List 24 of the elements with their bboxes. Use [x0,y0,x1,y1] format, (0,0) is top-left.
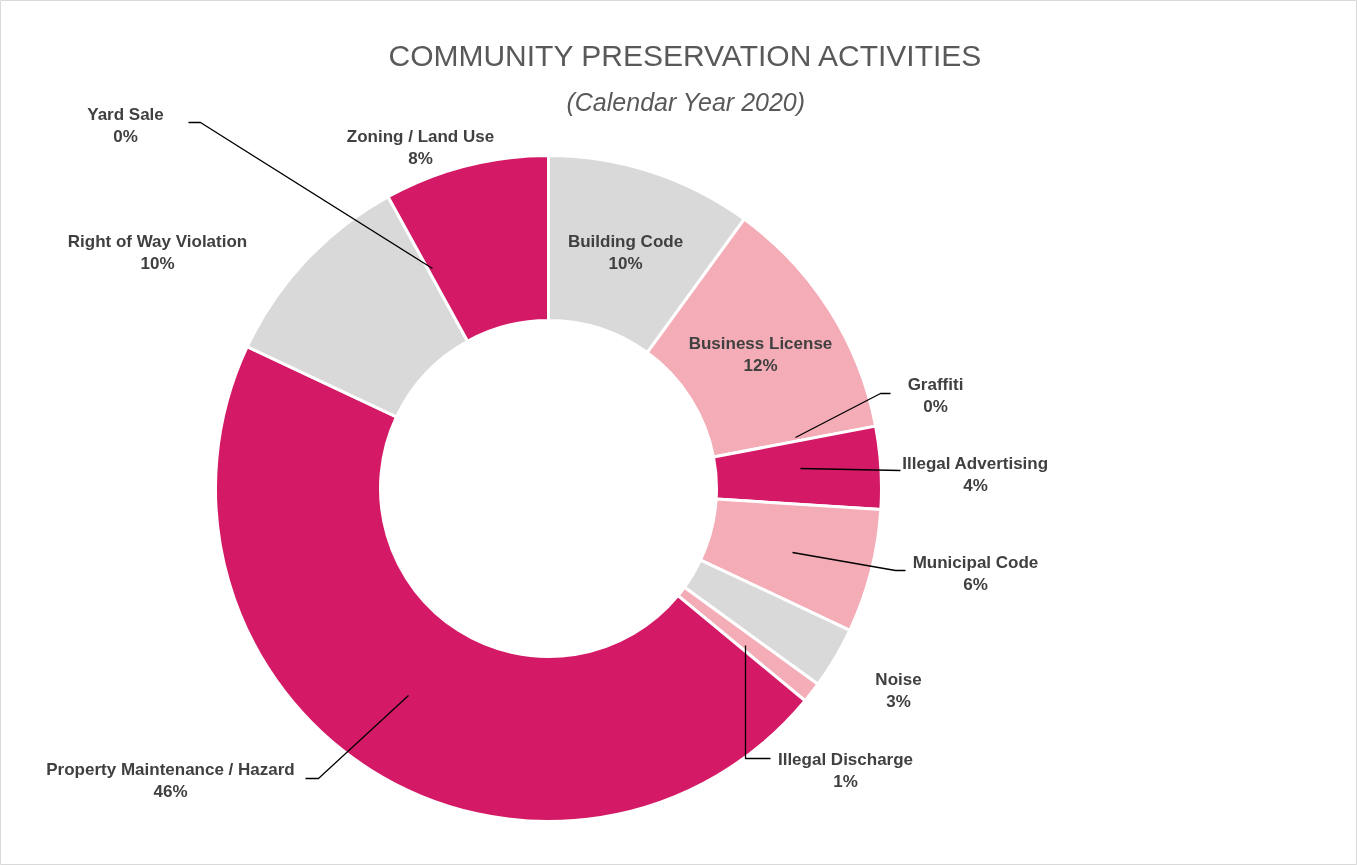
slice-label: Property Maintenance / Hazard [46,760,295,780]
data-label: 12% [743,355,778,375]
data-label: 4% [963,475,988,495]
chart-title: COMMUNITY PRESERVATION ACTIVITIES [388,39,982,72]
slice-label: Business License [688,334,833,354]
slice-label: Building Code [567,232,684,252]
data-label: 1% [833,771,858,791]
category-label: Yard Sale [87,105,164,125]
chart-subtitle: (Calendar Year 2020) [566,87,806,116]
slice-label: Right of Way Violation [67,232,248,252]
slice-label: Illegal Discharge [777,750,914,770]
slice-label: Municipal Code [912,553,1039,573]
category-label: Graffiti [907,375,964,395]
data-label: 3% [886,691,911,711]
data-label: 46% [153,781,188,801]
slice-label: Noise [875,670,922,690]
text: 0% [113,126,138,146]
data-label: 10% [608,253,643,273]
slice-label: Zoning / Land Use [346,127,495,147]
data-label: 10% [140,253,175,273]
data-label: 6% [963,574,988,594]
slice-label: Illegal Advertising [902,454,1049,474]
text: 0% [923,396,948,416]
data-label: 8% [408,148,433,168]
